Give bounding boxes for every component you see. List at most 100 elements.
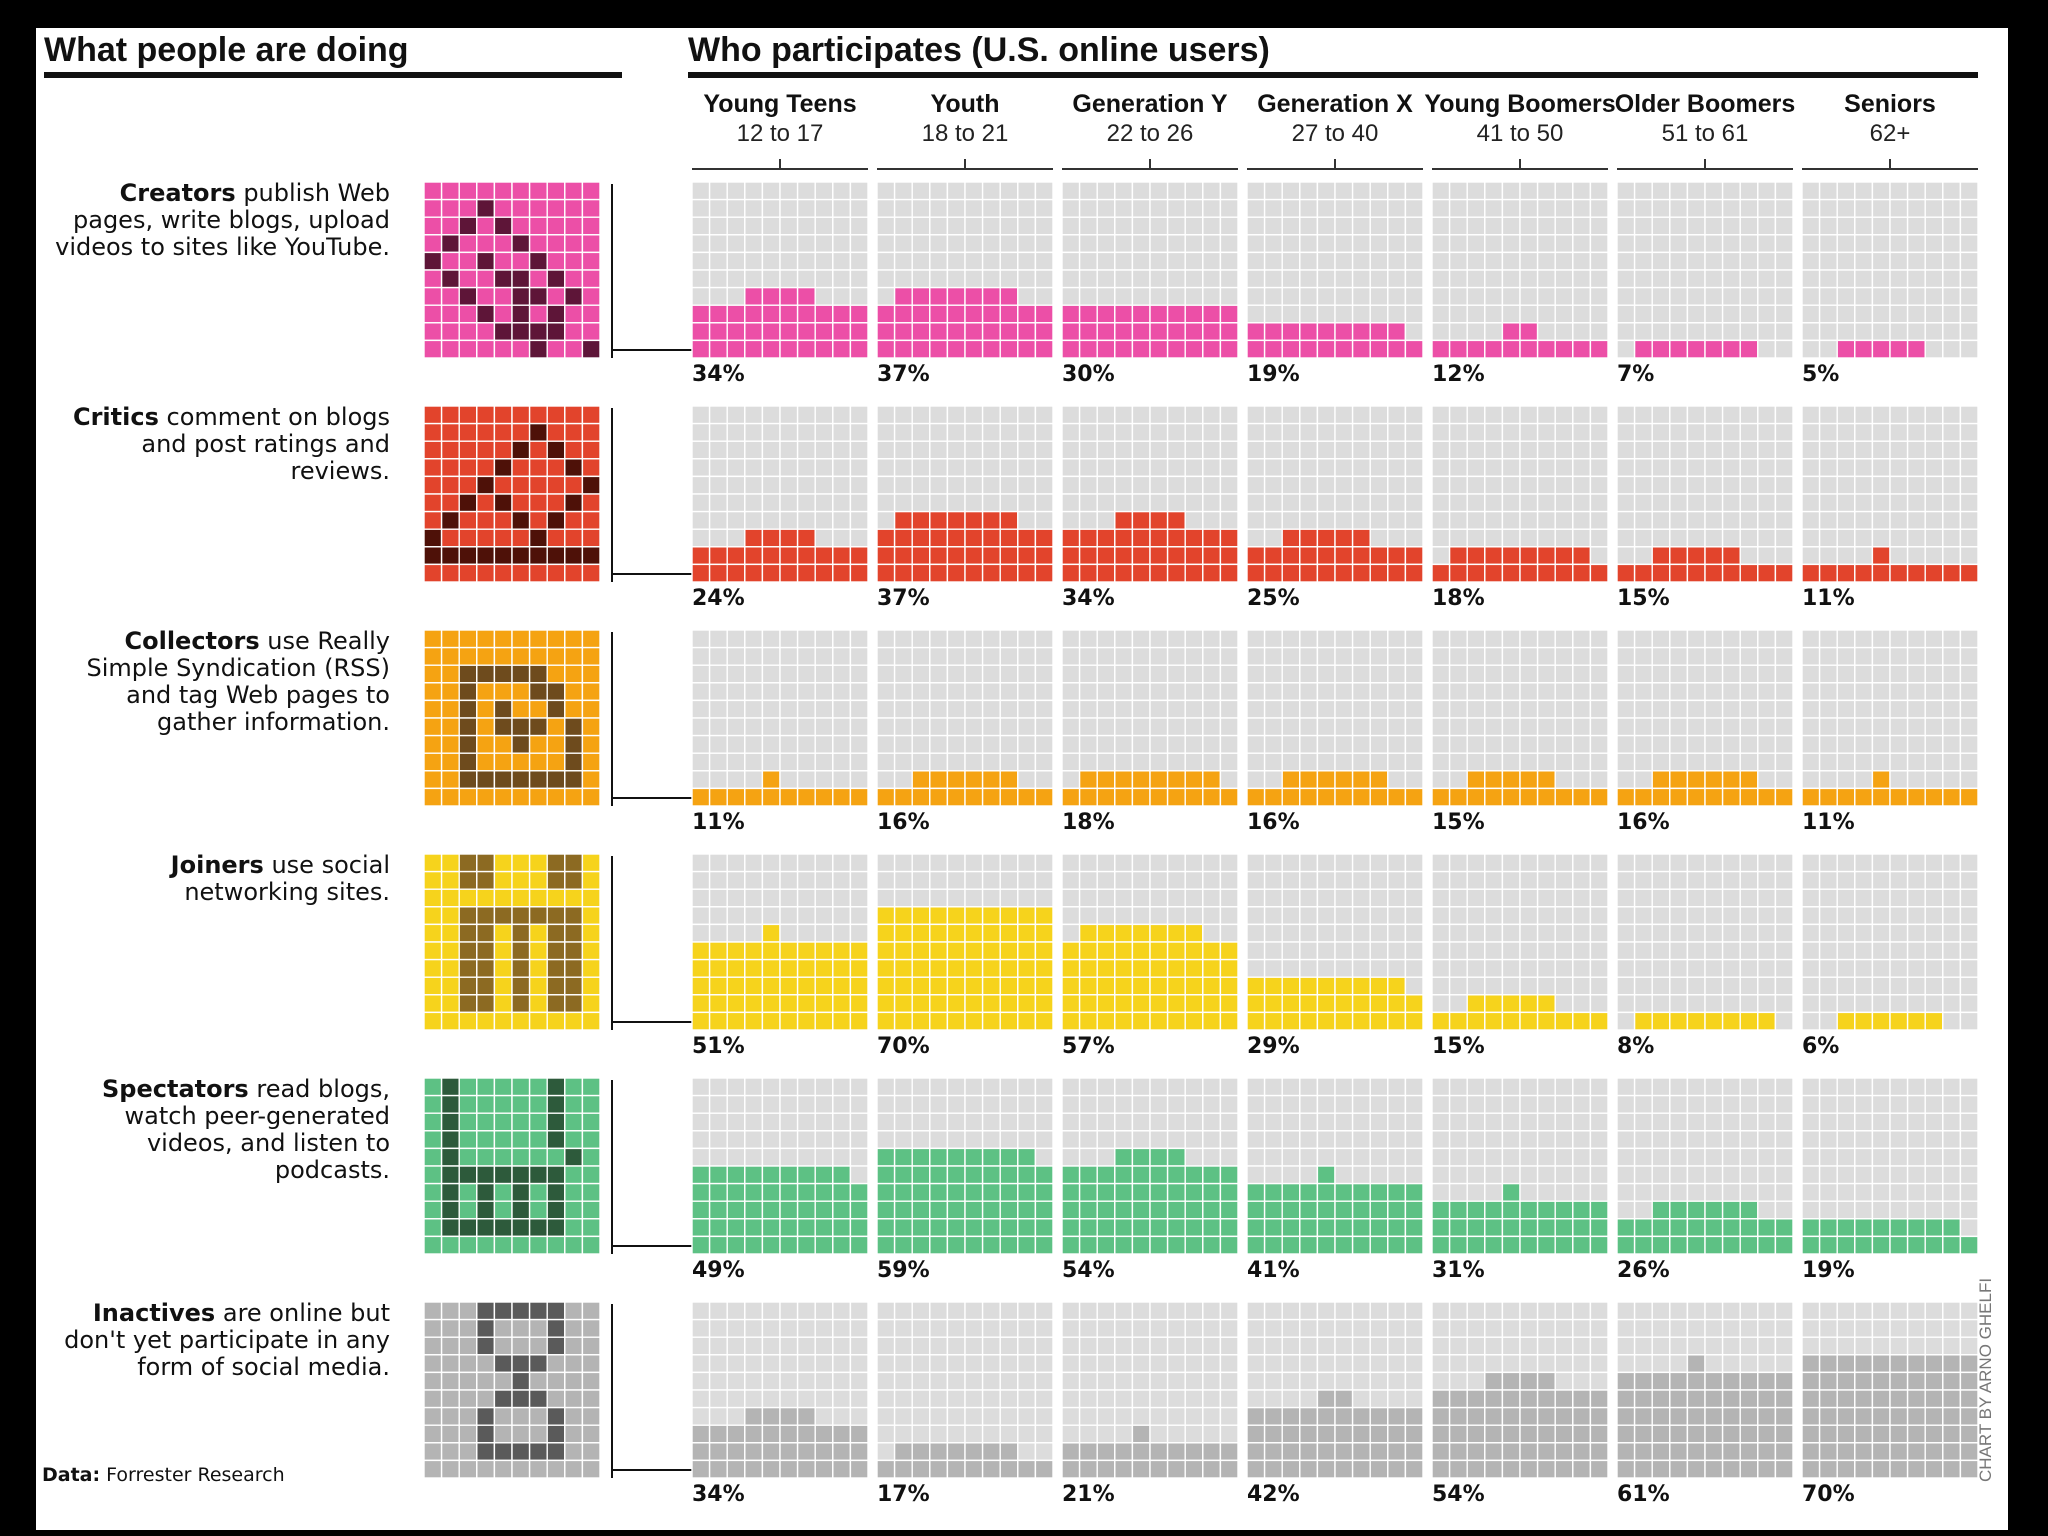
bar-grid-filled-cell (1739, 787, 1759, 807)
bar-grid-filled-cell (1017, 339, 1037, 359)
bar-grid-empty-cell (1889, 1318, 1909, 1338)
bar-grid-empty-cell (849, 405, 869, 425)
bar-grid-filled-cell (1078, 322, 1098, 342)
activity-icon-cell (546, 1112, 566, 1132)
bar-grid-empty-cell (1149, 1354, 1169, 1374)
bar-grid-empty-cell (1959, 888, 1979, 908)
bar-grid-empty-cell (999, 888, 1019, 908)
activity-icon-cell (458, 717, 478, 737)
activity-icon-cell (476, 958, 496, 978)
bar-grid-empty-cell (1484, 853, 1504, 873)
bar-grid-empty-cell (1431, 1077, 1451, 1097)
bar-grid-empty-cell (1131, 458, 1151, 478)
bar-grid-empty-cell (1501, 923, 1521, 943)
bar-grid-empty-cell (1889, 1165, 1909, 1185)
bar-grid-empty-cell (1263, 304, 1283, 324)
bar-grid-empty-cell (1889, 888, 1909, 908)
bar-grid-empty-cell (1721, 1147, 1741, 1167)
bar-grid-empty-cell (1871, 1130, 1891, 1150)
bar-grid-filled-cell (1959, 787, 1979, 807)
bar-grid-empty-cell (964, 440, 984, 460)
bar-grid-empty-cell (832, 1094, 852, 1114)
bar-grid-filled-cell (1114, 1165, 1134, 1185)
bar-grid-filled-cell (1704, 563, 1724, 583)
bar-grid-empty-cell (876, 699, 896, 719)
activity-icon-cell (440, 853, 460, 873)
bar-grid-empty-cell (1633, 251, 1653, 271)
activity-icon-cell (564, 629, 584, 649)
bar-grid-filled-cell (1466, 994, 1486, 1014)
bar-grid-empty-cell (1836, 493, 1856, 513)
bar-grid-filled-cell (1299, 546, 1319, 566)
bar-grid-filled-cell (1669, 563, 1689, 583)
bar-grid-empty-cell (1519, 1354, 1539, 1374)
bar-grid-empty-cell (1686, 717, 1706, 737)
bar-grid-empty-cell (1739, 1318, 1759, 1338)
activity-icon-cell (511, 510, 531, 530)
activity-icon-cell (581, 1371, 601, 1391)
bar-grid-empty-cell (1686, 1301, 1706, 1321)
bar-grid-empty-cell (1651, 181, 1671, 201)
bar-grid-empty-cell (876, 269, 896, 289)
bar-grid-empty-cell (1519, 1182, 1539, 1202)
bar-grid-empty-cell (1466, 475, 1486, 495)
bar-grid-empty-cell (849, 699, 869, 719)
bar-grid-empty-cell (876, 1077, 896, 1097)
bar-grid-filled-cell (1721, 563, 1741, 583)
bar-grid-empty-cell (1616, 286, 1636, 306)
bar-grid-empty-cell (1114, 734, 1134, 754)
activity-icon-cell (423, 269, 443, 289)
bar-grid-empty-cell (1633, 1336, 1653, 1356)
bar-grid-filled-cell (1669, 1424, 1689, 1444)
bar-grid-empty-cell (1959, 1200, 1979, 1220)
bar-grid-empty-cell (1871, 216, 1891, 236)
bar-grid-empty-cell (1387, 234, 1407, 254)
bar-grid-empty-cell (1757, 976, 1777, 996)
bar-grid-empty-cell (1704, 717, 1724, 737)
bar-grid-empty-cell (1572, 1336, 1592, 1356)
bar-grid-empty-cell (1149, 1389, 1169, 1409)
bar-grid-filled-cell (1316, 1182, 1336, 1202)
bar-grid-empty-cell (1854, 458, 1874, 478)
activity-icon-cell (458, 440, 478, 460)
bar-grid-filled-cell (779, 1182, 799, 1202)
bar-grid-empty-cell (1757, 234, 1777, 254)
bar-grid-filled-cell (1633, 787, 1653, 807)
bar-grid-empty-cell (1889, 546, 1909, 566)
bar-grid-filled-cell (1351, 1406, 1371, 1426)
bar-grid-empty-cell (1669, 422, 1689, 442)
bar-grid-empty-cell (1906, 941, 1926, 961)
bar-grid-filled-cell (1219, 976, 1239, 996)
bar-grid-empty-cell (1774, 1112, 1794, 1132)
activity-icon-cell (476, 528, 496, 548)
bar-grid-empty-cell (1871, 1077, 1891, 1097)
bar-grid-empty-cell (1854, 770, 1874, 790)
bar-grid-empty-cell (1263, 1336, 1283, 1356)
bar-grid-empty-cell (1536, 304, 1556, 324)
activity-icon-cell (511, 1336, 531, 1356)
bar-grid-empty-cell (1906, 1165, 1926, 1185)
bar-grid-empty-cell (1757, 546, 1777, 566)
bar-grid-empty-cell (1246, 1112, 1266, 1132)
bar-grid-empty-cell (1616, 629, 1636, 649)
bar-grid-empty-cell (946, 1424, 966, 1444)
activity-icon-cell (511, 1218, 531, 1238)
bar-grid-empty-cell (796, 1077, 816, 1097)
bar-grid-empty-cell (1431, 1165, 1451, 1185)
bar-grid-empty-cell (1818, 1182, 1838, 1202)
bar-grid-filled-cell (1924, 1389, 1944, 1409)
bar-grid-empty-cell (1166, 422, 1186, 442)
bar-grid-empty-cell (1924, 1318, 1944, 1338)
activity-icon-cell (511, 458, 531, 478)
bar-grid-filled-cell (726, 941, 746, 961)
activity-icon-cell (476, 1094, 496, 1114)
bar-grid-filled-cell (1484, 1200, 1504, 1220)
activity-icon-cell (458, 1318, 478, 1338)
activity-icon-cell (564, 286, 584, 306)
bar-grid-empty-cell (1924, 1147, 1944, 1167)
bar-grid-filled-cell (832, 339, 852, 359)
bar-grid-empty-cell (999, 1301, 1019, 1321)
bar-grid-empty-cell (1536, 752, 1556, 772)
bar-grid-empty-cell (691, 198, 711, 218)
bar-grid-filled-cell (1369, 322, 1389, 342)
